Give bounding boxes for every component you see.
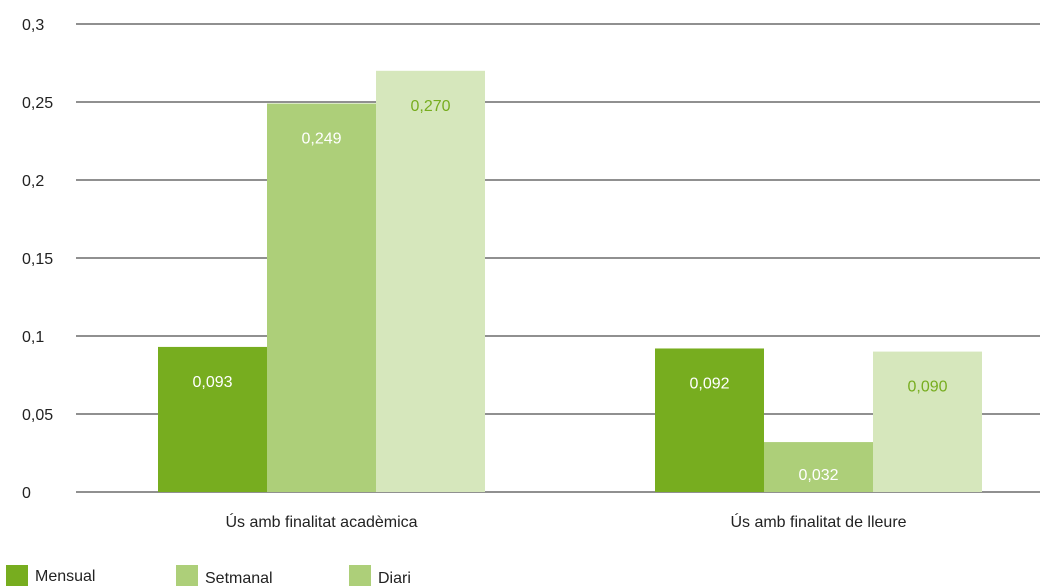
- legend-swatch: [6, 565, 28, 586]
- data-labels: 0,093 0,249 0,270 0,092 0,032 0,090: [192, 98, 947, 484]
- legend: Mensual Setmanal Diari: [6, 565, 411, 586]
- legend-swatch: [176, 565, 198, 586]
- y-axis-ticks: 0 0,05 0,1 0,15 0,2 0,25 0,3: [22, 17, 53, 502]
- x-axis-categories: Ús amb finalitat acadèmica Ús amb finalit…: [225, 512, 906, 531]
- y-tick-label: 0,15: [22, 251, 53, 268]
- y-tick-label: 0,3: [22, 17, 44, 34]
- legend-label: Mensual: [35, 568, 95, 585]
- bar-mensual: [158, 346, 267, 492]
- legend-label: Diari: [378, 570, 411, 586]
- x-category-label: Ús amb finalitat acadèmica: [225, 512, 417, 531]
- x-category-label: Ús amb finalitat de lleure: [730, 512, 906, 531]
- y-tick-label: 0: [22, 485, 31, 502]
- data-label: 0,090: [907, 379, 947, 396]
- data-label: 0,093: [192, 374, 232, 391]
- bar-setmanal: [764, 442, 873, 492]
- y-tick-label: 0,2: [22, 173, 44, 190]
- data-label: 0,249: [301, 131, 341, 148]
- legend-swatch: [349, 565, 371, 586]
- bar-mensual: [655, 348, 764, 492]
- legend-label: Setmanal: [205, 570, 273, 586]
- bars: [158, 70, 982, 493]
- data-label: 0,092: [689, 375, 729, 392]
- bar-setmanal: [267, 103, 376, 492]
- y-tick-label: 0,05: [22, 407, 53, 424]
- bar-diari: [376, 70, 485, 493]
- bar-diari: [873, 351, 982, 492]
- y-tick-label: 0,25: [22, 95, 53, 112]
- data-label: 0,270: [410, 98, 450, 115]
- data-label: 0,032: [798, 467, 838, 484]
- y-tick-label: 0,1: [22, 329, 44, 346]
